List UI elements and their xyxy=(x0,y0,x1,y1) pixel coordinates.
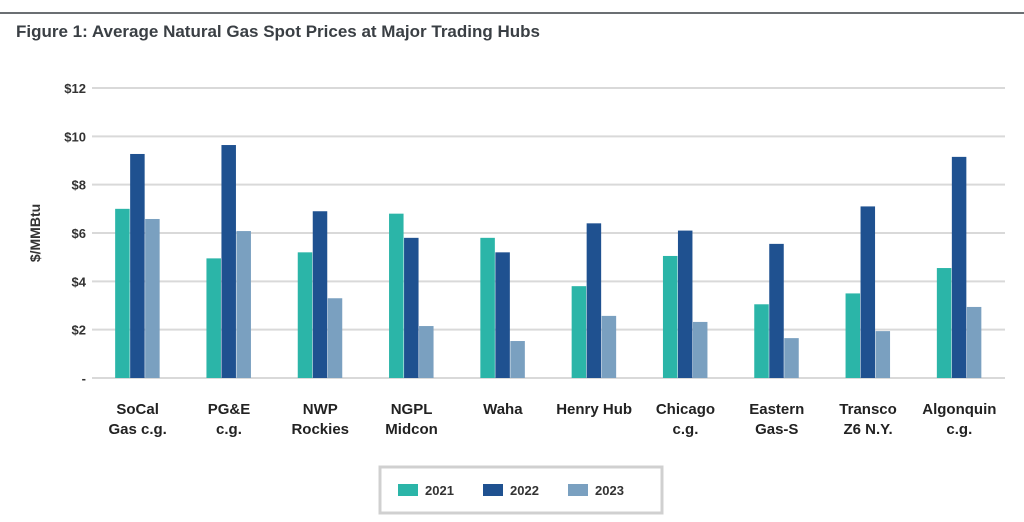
bar-2022 xyxy=(951,156,967,378)
x-tick-label: Chicago xyxy=(656,401,715,418)
top-rule xyxy=(0,12,1024,14)
legend-box xyxy=(378,465,664,515)
bar-2023 xyxy=(784,338,799,378)
bar-2021 xyxy=(297,252,313,378)
bar-2022 xyxy=(769,243,784,378)
bar-2023 xyxy=(510,341,525,378)
bar-2023 xyxy=(692,321,708,378)
legend-label: 2021 xyxy=(425,483,454,498)
x-tick-label: Eastern xyxy=(749,401,804,418)
legend-swatch xyxy=(568,484,588,496)
bar-2023 xyxy=(236,231,251,378)
x-tick-label: Z6 N.Y. xyxy=(843,421,892,438)
bar-2021 xyxy=(936,268,952,378)
y-tick-label: $12 xyxy=(64,81,86,96)
x-tick-label: PG&E xyxy=(208,401,251,418)
x-tick-label: c.g. xyxy=(946,421,972,438)
bar-2022 xyxy=(860,206,876,378)
x-tick-label: Gas c.g. xyxy=(108,421,166,438)
bar-2022 xyxy=(312,211,328,378)
x-tick-label: Midcon xyxy=(385,421,438,438)
bar-2022 xyxy=(130,153,145,378)
bar-2021 xyxy=(480,237,495,378)
bar-2022 xyxy=(586,223,602,378)
bar-2022 xyxy=(677,230,693,378)
legend-swatch xyxy=(398,484,418,496)
x-tick-label: c.g. xyxy=(216,421,242,438)
x-tick-label: Waha xyxy=(483,401,523,418)
x-tick-label: Rockies xyxy=(291,421,349,438)
bar-2021 xyxy=(662,255,678,378)
legend-swatch xyxy=(483,484,503,496)
bar-2023 xyxy=(419,326,434,378)
bar-2021 xyxy=(754,304,769,378)
y-tick-label: $4 xyxy=(72,274,87,289)
bar-2023 xyxy=(601,315,617,378)
y-tick-label: $6 xyxy=(72,226,86,241)
legend-label: 2023 xyxy=(595,483,624,498)
bar-2022 xyxy=(221,145,236,378)
x-tick-label: Algonquin xyxy=(922,401,996,418)
x-tick-label: c.g. xyxy=(673,421,699,438)
bar-2021 xyxy=(115,208,130,378)
x-tick-label: Henry Hub xyxy=(556,401,632,418)
x-tick-label: NWP xyxy=(303,401,338,418)
x-tick-label: SoCal xyxy=(116,401,159,418)
bar-2022 xyxy=(404,237,419,378)
y-tick-label: $2 xyxy=(72,323,86,338)
bar-2021 xyxy=(206,258,221,378)
bar-2021 xyxy=(845,293,861,378)
bar-2023 xyxy=(966,306,982,378)
y-tick-label: $8 xyxy=(72,178,86,193)
y-tick-label: $10 xyxy=(64,129,86,144)
chart-title: Figure 1: Average Natural Gas Spot Price… xyxy=(16,22,540,41)
y-tick-label: - xyxy=(82,371,86,386)
bar-2023 xyxy=(327,298,343,378)
bar-2021 xyxy=(571,286,587,378)
y-axis-label: $/MMBtu xyxy=(27,204,43,262)
bar-2022 xyxy=(495,252,510,378)
bar-2023 xyxy=(145,218,160,378)
x-tick-label: Transco xyxy=(839,401,897,418)
bar-2021 xyxy=(389,213,404,378)
x-tick-label: Gas-S xyxy=(755,421,798,438)
bar-2023 xyxy=(875,331,891,378)
x-tick-label: NGPL xyxy=(391,401,433,418)
legend-label: 2022 xyxy=(510,483,539,498)
